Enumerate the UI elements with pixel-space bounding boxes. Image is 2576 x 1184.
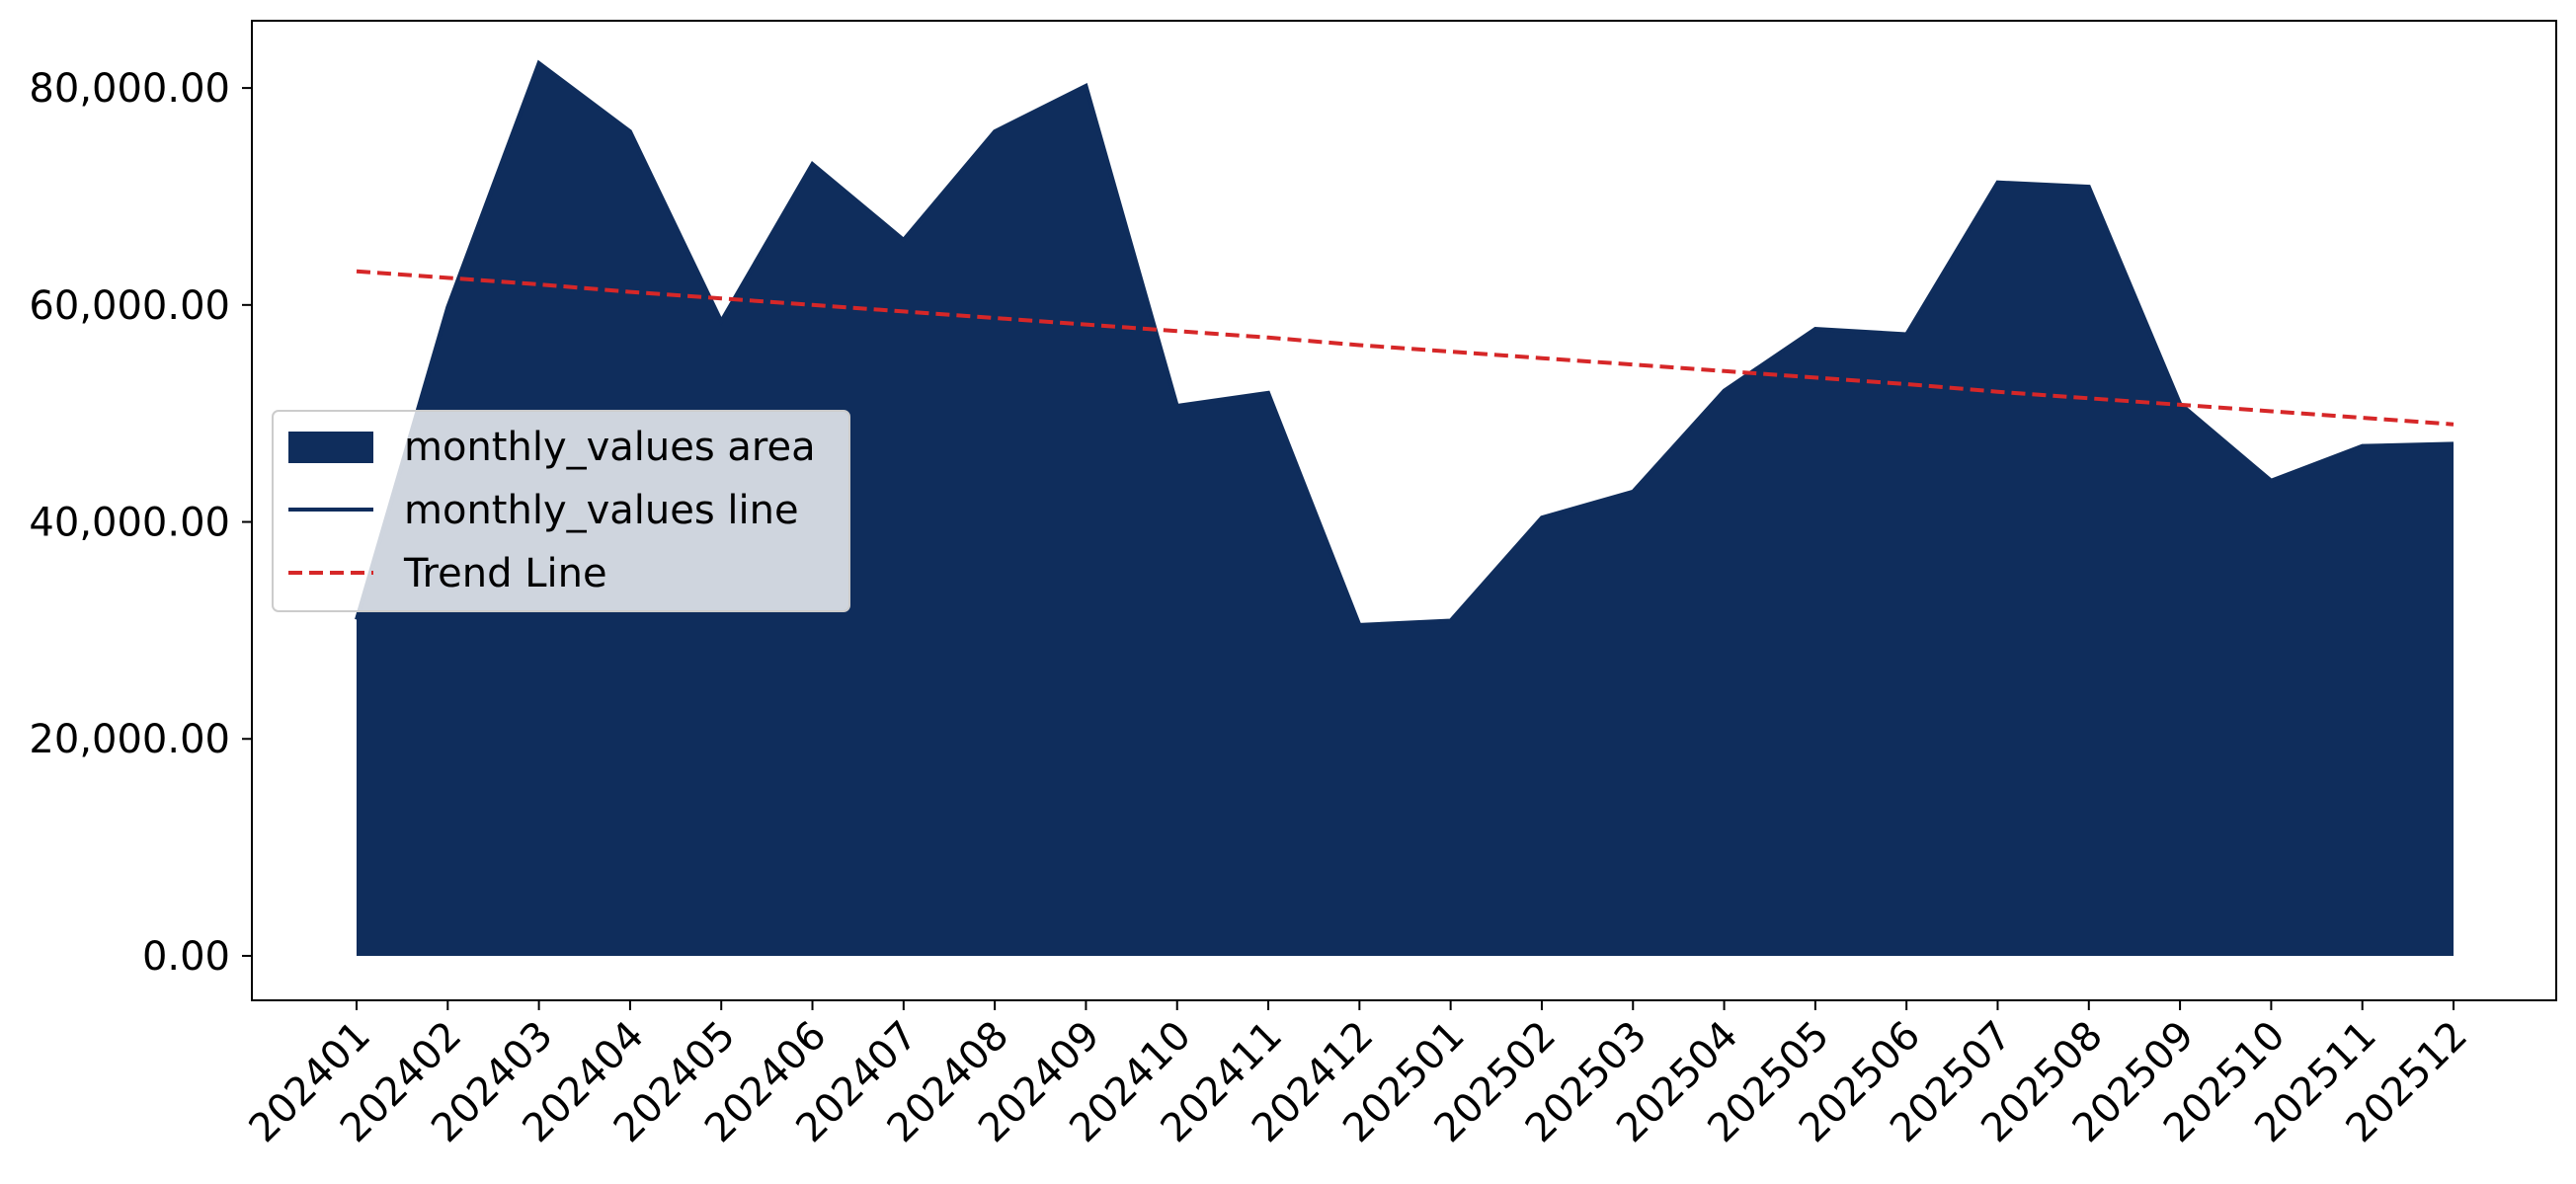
area-fill-series [357, 62, 2454, 956]
y-tick-label: 0.00 [142, 934, 230, 980]
legend: monthly_values area monthly_values line … [272, 410, 850, 612]
y-axis: 0.00 20,000.00 40,000.00 60,000.00 80,000.00 [29, 66, 252, 980]
y-tick-label: 60,000.00 [29, 283, 230, 329]
y-tick-label: 80,000.00 [29, 66, 230, 112]
series-line [355, 59, 2455, 627]
legend-box [272, 410, 850, 612]
legend-label-trend: Trend Line [403, 551, 607, 596]
y-tick-label: 20,000.00 [29, 717, 230, 762]
plot-area [355, 59, 2455, 956]
legend-swatch-area [288, 432, 373, 463]
axes-frame [251, 20, 2557, 1001]
trend-line [356, 269, 2455, 427]
legend-label-area: monthly_values area [404, 425, 816, 470]
legend-label-line: monthly_values line [404, 488, 799, 533]
y-tick-label: 40,000.00 [29, 501, 230, 546]
